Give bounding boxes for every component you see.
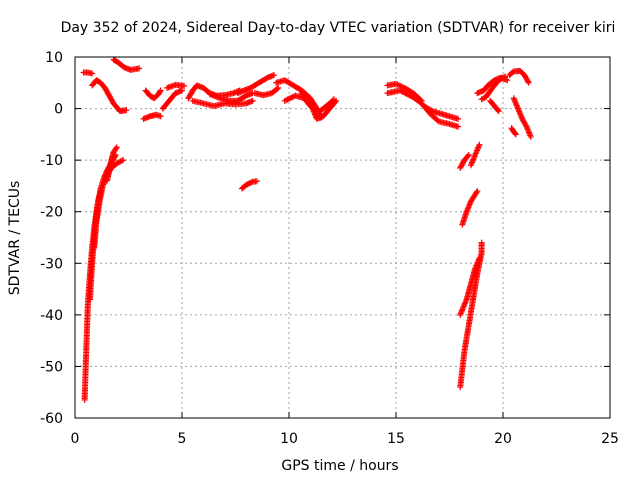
data-point (455, 123, 462, 130)
data-point (179, 87, 185, 94)
data-point (275, 84, 282, 91)
data-point (316, 112, 323, 119)
x-tick-label: 20 (494, 431, 512, 447)
data-point (89, 70, 96, 77)
data-point (315, 108, 322, 115)
data-point (524, 78, 531, 85)
data-point (525, 79, 532, 86)
grid (75, 57, 610, 418)
data-point (136, 65, 143, 72)
data-point (500, 74, 507, 81)
data-point (117, 158, 124, 165)
data-point (502, 73, 509, 80)
y-tick-label: -10 (40, 153, 63, 169)
data-point (478, 239, 485, 246)
data-point (455, 115, 462, 122)
data-point (289, 93, 296, 100)
data-point (114, 159, 121, 166)
data-point (314, 106, 321, 113)
data-point (315, 109, 322, 116)
x-axis-label: GPS time / hours (281, 458, 398, 474)
data-point (504, 77, 511, 84)
y-tick-label: 10 (45, 50, 63, 66)
data-point (288, 94, 295, 101)
data-point (494, 107, 501, 114)
data-point (120, 157, 127, 164)
data-point (156, 88, 163, 95)
data-point (118, 157, 125, 164)
data-point (181, 82, 188, 89)
data-points (80, 56, 534, 403)
data-point (473, 189, 480, 196)
data-point (271, 72, 278, 79)
data-point (253, 178, 260, 185)
data-point (428, 107, 435, 114)
data-point (495, 108, 502, 115)
data-point (465, 151, 472, 158)
y-tick-labels: 10 0 -10 -20 -30 -40 -50 -60 (40, 50, 63, 427)
data-point (464, 153, 471, 160)
y-tick-label: -30 (40, 256, 63, 272)
y-axis-label: SDTVAR / TECUs (7, 181, 23, 296)
data-point (157, 113, 164, 120)
data-point (123, 107, 130, 114)
data-point (317, 113, 324, 120)
x-tick-label: 15 (387, 431, 405, 447)
chart-title: Day 352 of 2024, Sidereal Day-to-day VTE… (61, 20, 616, 36)
x-tick-label: 10 (280, 431, 298, 447)
data-point (329, 97, 336, 104)
data-point (512, 131, 519, 138)
data-point (330, 96, 337, 103)
data-point (113, 144, 120, 151)
axis-ticks (74, 56, 611, 419)
x-tick-label: 5 (178, 431, 187, 447)
x-tick-label: 0 (71, 431, 80, 447)
data-point (512, 130, 519, 137)
data-point (112, 145, 119, 152)
data-point (285, 95, 292, 102)
y-tick-label: -20 (40, 205, 63, 221)
data-point (474, 188, 481, 195)
data-point (281, 97, 288, 104)
data-point (274, 85, 281, 92)
data-point (248, 179, 255, 186)
data-point (316, 110, 323, 117)
data-point (116, 159, 123, 166)
data-point (476, 141, 483, 148)
y-tick-label: 0 (54, 102, 63, 118)
y-tick-label: -60 (40, 411, 63, 427)
data-point (287, 95, 294, 102)
data-point (527, 133, 534, 140)
data-point (284, 96, 291, 103)
data-point (522, 122, 529, 129)
y-tick-label: -50 (40, 359, 63, 375)
x-tick-label: 25 (601, 431, 619, 447)
y-tick-label: -40 (40, 308, 63, 324)
data-point (249, 97, 256, 104)
data-point (283, 97, 290, 104)
data-point (476, 255, 483, 262)
data-point (313, 105, 320, 112)
data-point (318, 114, 325, 121)
data-point (157, 87, 164, 94)
plot-frame (74, 56, 611, 419)
x-tick-labels: 0 5 10 15 20 25 (71, 431, 619, 447)
